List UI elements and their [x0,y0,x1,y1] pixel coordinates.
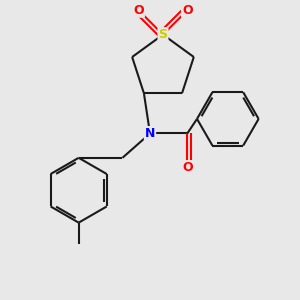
Text: N: N [145,127,155,140]
Text: O: O [182,4,193,17]
Text: S: S [158,28,167,41]
Text: O: O [133,4,144,17]
Text: O: O [182,161,193,174]
